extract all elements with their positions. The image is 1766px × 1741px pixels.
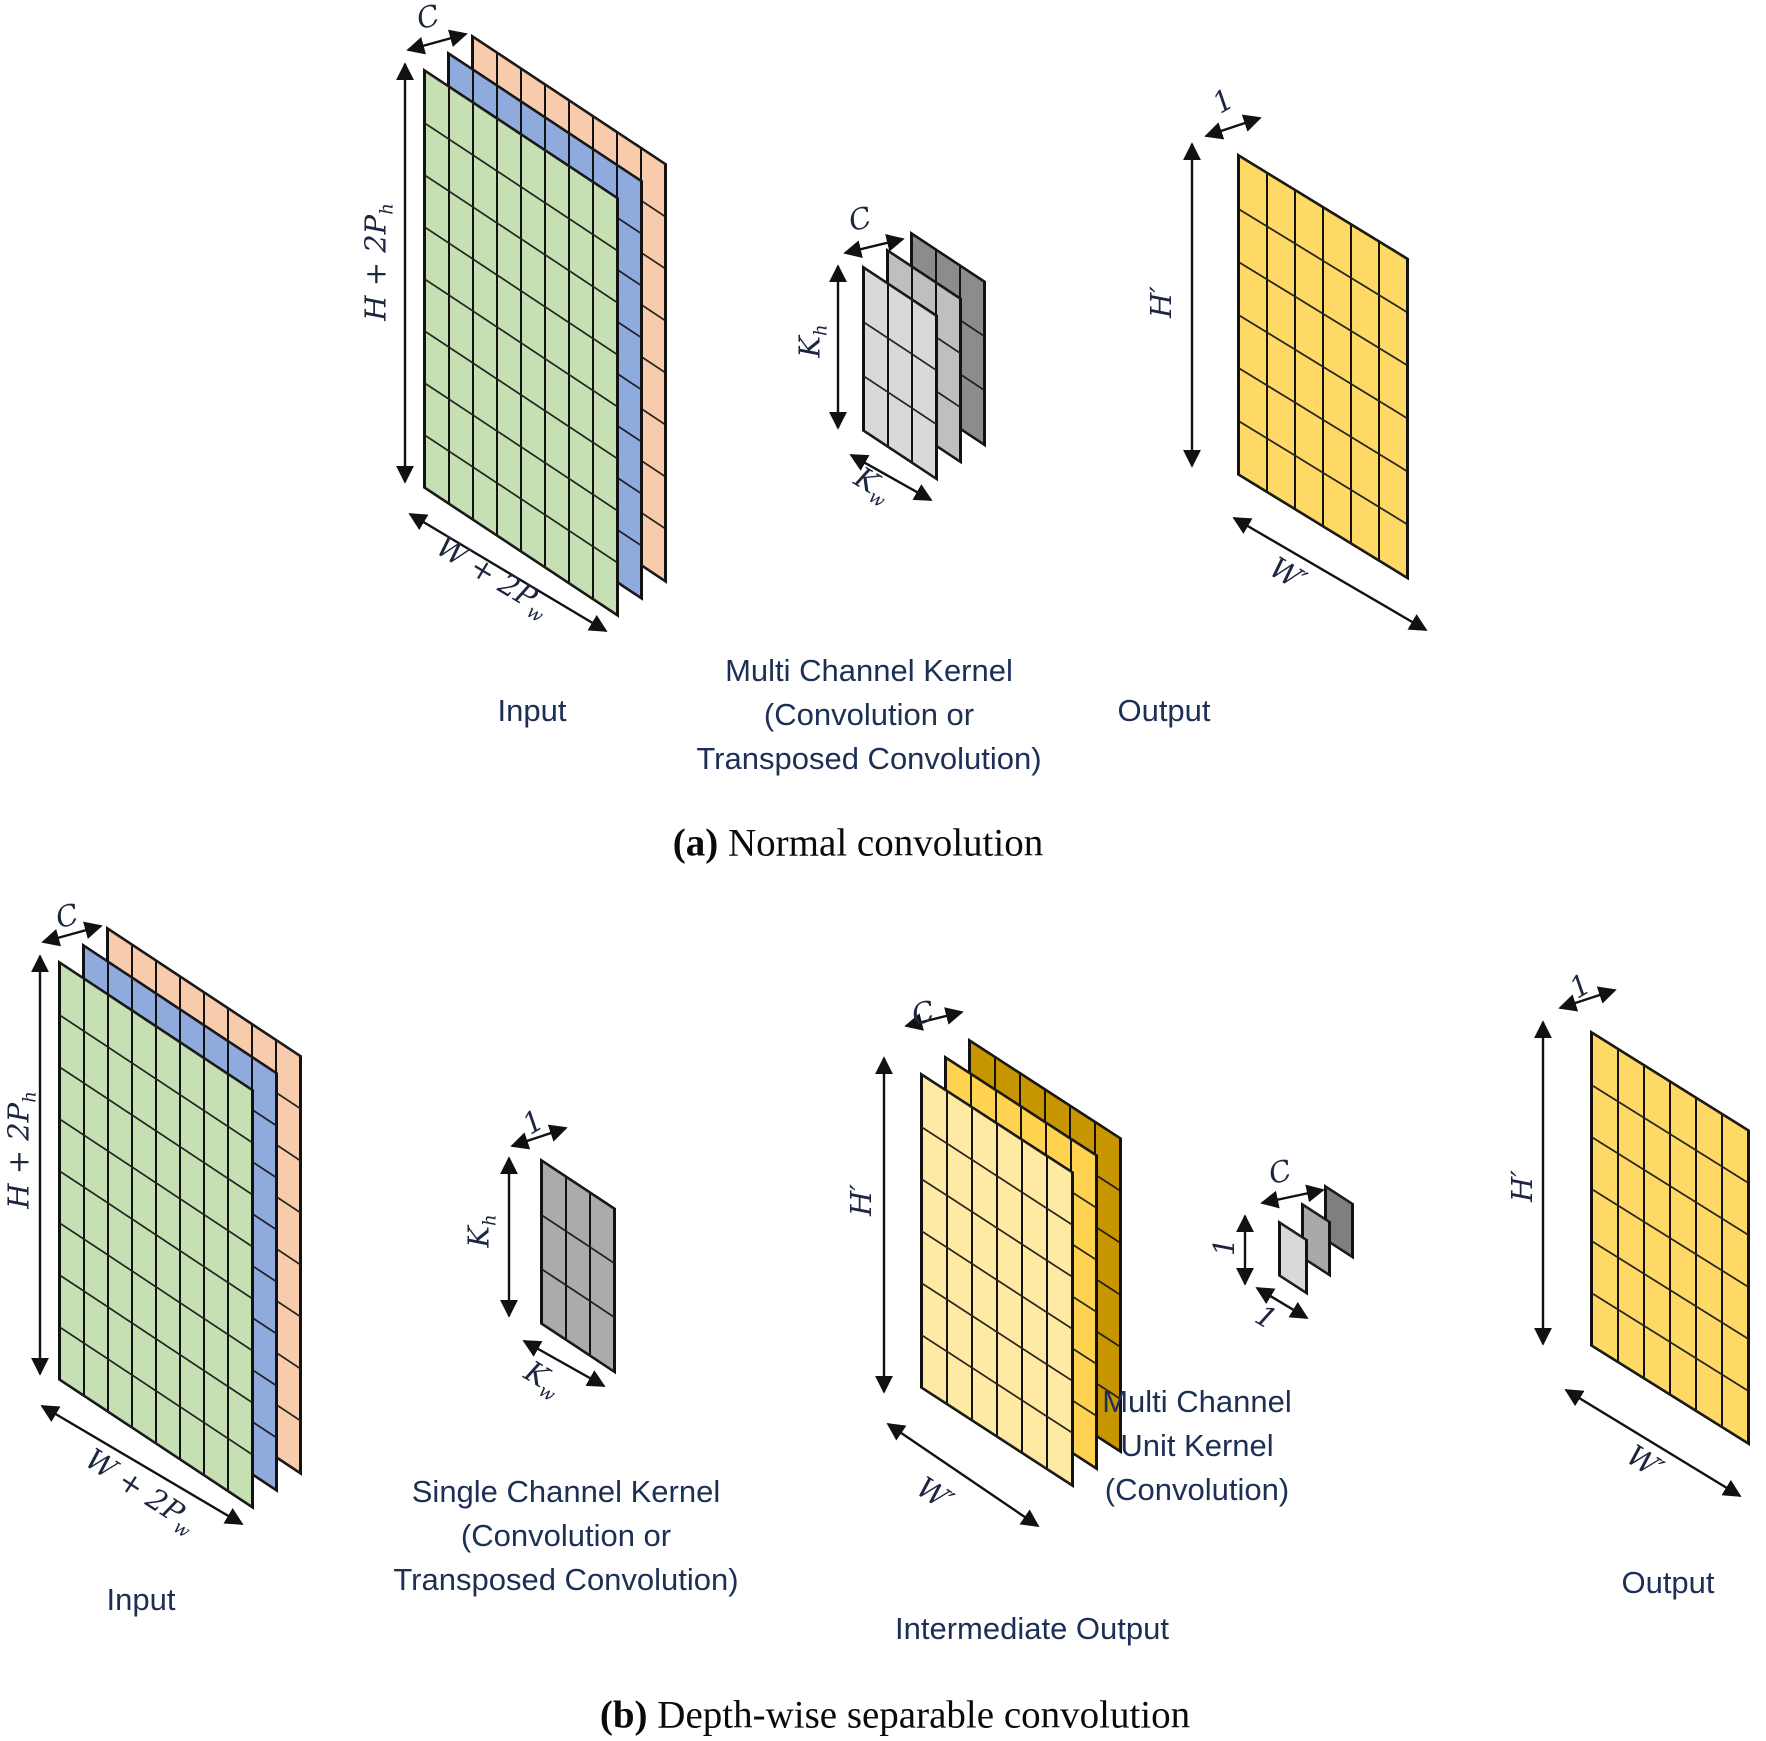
kernel-b-depth-arrow: [510, 1124, 568, 1150]
kernel-a-label: Multi Channel Kernel (Convolution or Tra…: [696, 652, 1042, 777]
intermediate-b-width-arrow: [886, 1422, 1040, 1528]
kernel-a-width-arrow: [849, 453, 933, 502]
dim-label-output-b-height: H′: [1505, 1170, 1539, 1202]
output-a-label: Output: [1117, 692, 1211, 728]
unit-kernel-b-label: Multi Channel Unit Kernel (Convolution): [1102, 1383, 1292, 1508]
output-b-width-arrow: [1564, 1388, 1742, 1498]
dim-label-output-a-height: H′: [1144, 286, 1178, 318]
dim-label-unit-kernel-b-height: 1: [1207, 1237, 1241, 1257]
output-b-label: Output: [1621, 1564, 1715, 1600]
kernel-b-label: Single Channel Kernel (Convolution or Tr…: [393, 1473, 739, 1598]
intermediate-b-label: Intermediate Output: [895, 1610, 1169, 1646]
caption-a: (a) Normal convolution: [672, 821, 1044, 865]
dim-label-kernel-b-height: Kh: [461, 1214, 501, 1248]
input-b-depth-arrow: [41, 921, 103, 947]
unit-kernel-b-depth-arrow: [1260, 1184, 1325, 1209]
dim-label-intermediate-b-height: H′: [844, 1184, 878, 1216]
dim-label-input-b-height: H + 2Ph: [1, 1091, 41, 1209]
caption-b: (b) Depth-wise separable convolution: [599, 1693, 1191, 1737]
output-a-depth-arrow: [1204, 114, 1262, 140]
input-a-depth-arrow: [406, 29, 468, 55]
unit-kernel-b-width-arrow: [1255, 1286, 1309, 1320]
dim-label-input-a-height: H + 2Ph: [358, 203, 398, 321]
kernel-a-depth-arrow: [843, 234, 905, 258]
dim-label-kernel-a-height: Kh: [792, 324, 832, 358]
input-b-width-arrow: [40, 1404, 244, 1526]
output-b-depth-arrow: [1558, 986, 1617, 1012]
output-a-width-arrow: [1232, 516, 1428, 632]
input-b-label: Input: [106, 1581, 176, 1617]
kernel-b-width-arrow: [522, 1339, 606, 1388]
intermediate-b-depth-arrow: [904, 1007, 964, 1031]
input-a-label: Input: [497, 692, 567, 728]
input-a-width-arrow: [408, 512, 608, 633]
